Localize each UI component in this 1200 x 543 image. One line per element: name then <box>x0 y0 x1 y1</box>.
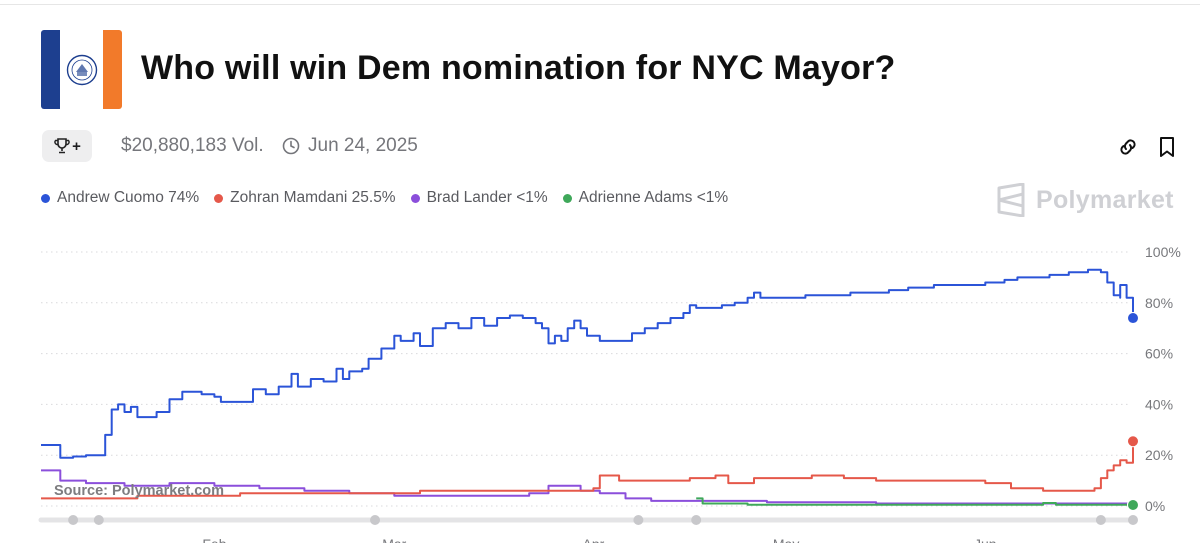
legend-item-lander: Brad Lander <1% <box>410 189 548 207</box>
end-dots <box>1127 312 1139 511</box>
legend-dot <box>562 193 572 203</box>
series-line-andrew-cuomo <box>41 268 1134 459</box>
y-tick-label: 100% <box>1145 244 1181 260</box>
polymarket-logo-icon <box>997 183 1025 217</box>
legend-label: Adrienne Adams <1% <box>578 189 729 206</box>
chart-legend: Andrew Cuomo 74% Zohran Mamdani 25.5% Br… <box>41 189 728 207</box>
brand-name: Polymarket <box>1036 185 1174 214</box>
legend-label: Brad Lander <1% <box>426 189 548 206</box>
x-tick-label: Apr <box>583 536 605 543</box>
top-divider <box>0 4 1200 5</box>
y-tick-label: 20% <box>1145 447 1173 463</box>
y-tick-label: 40% <box>1145 396 1173 412</box>
trophy-button[interactable]: + <box>42 130 92 162</box>
series-line-adrienne-adams <box>696 497 1134 506</box>
legend-dot <box>410 193 420 203</box>
axis-marker <box>370 515 381 525</box>
date-text: Jun 24, 2025 <box>308 135 418 156</box>
series-lines <box>41 268 1134 506</box>
legend-item-adams: Adrienne Adams <1% <box>562 189 729 207</box>
clock-icon <box>282 137 300 155</box>
series-line-brad-lander <box>41 469 1134 505</box>
end-dot-zohran-mamdani <box>1127 435 1139 448</box>
legend-label: Andrew Cuomo 74% <box>57 189 200 206</box>
link-icon <box>1120 139 1136 155</box>
x-axis: Feb Mar Apr May Jun <box>38 515 1138 543</box>
bookmark-icon <box>1160 137 1174 157</box>
end-dot-andrew-cuomo <box>1127 312 1139 325</box>
volume-text: $20,880,183 Vol. <box>121 135 264 156</box>
series-line-zohran-mamdani <box>41 441 1134 500</box>
legend-dot <box>214 193 224 203</box>
trophy-plus: + <box>72 137 81 155</box>
x-tick-label: May <box>773 536 799 543</box>
trophy-icon <box>54 138 70 154</box>
legend-dot <box>41 193 50 203</box>
seal-icon <box>66 54 97 85</box>
axis-marker <box>1128 515 1138 525</box>
legend-item-cuomo: Andrew Cuomo 74% <box>41 189 199 207</box>
page-title: Who will win Dem nomination for NYC Mayo… <box>141 49 896 87</box>
legend-label: Zohran Mamdani 25.5% <box>230 189 396 206</box>
nyc-flag-icon <box>41 30 122 109</box>
axis-marker <box>633 515 644 525</box>
x-tick-label: Jun <box>974 536 997 543</box>
bookmark-button[interactable] <box>1156 135 1178 159</box>
axis-marker <box>691 515 702 525</box>
y-axis-ticks: 100% 80% 60% 40% 20% 0% <box>1145 244 1181 514</box>
polymarket-brand: Polymarket <box>996 183 1174 217</box>
price-chart: 100% 80% 60% 40% 20% 0% Feb Mar Apr May Jun Sourc… <box>38 244 1181 543</box>
x-tick-label: Mar <box>382 536 406 543</box>
copy-link-button[interactable] <box>1116 135 1140 159</box>
source-watermark: Source: Polymarket.com <box>54 483 224 499</box>
grid-lines <box>41 251 1128 507</box>
axis-marker <box>93 515 104 525</box>
y-tick-label: 80% <box>1145 295 1173 311</box>
axis-marker <box>68 515 79 525</box>
y-tick-label: 60% <box>1145 346 1173 362</box>
end-dot-adrienne-adams <box>1127 498 1139 511</box>
y-tick-label: 0% <box>1145 498 1165 514</box>
end-date: Jun 24, 2025 <box>282 135 418 157</box>
x-tick-label: Feb <box>202 536 226 543</box>
legend-item-mamdani: Zohran Mamdani 25.5% <box>214 189 396 207</box>
axis-marker <box>1095 515 1106 525</box>
